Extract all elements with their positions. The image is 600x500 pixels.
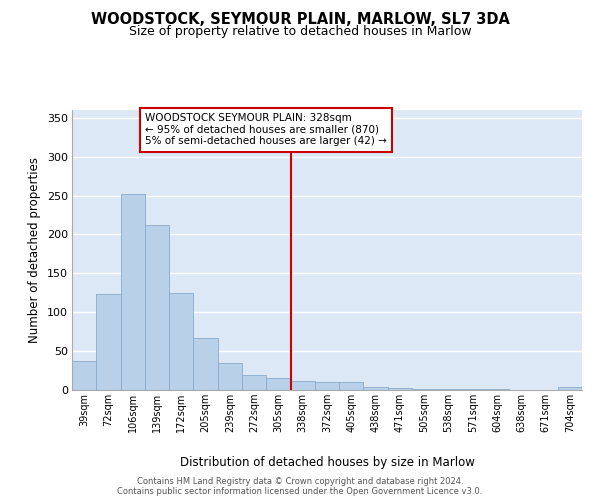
Bar (290, 382, 315, 390)
Text: WOODSTOCK, SEYMOUR PLAIN, MARLOW, SL7 3DA: WOODSTOCK, SEYMOUR PLAIN, MARLOW, SL7 3D… (91, 12, 509, 28)
Bar (218, 363, 242, 390)
Bar (461, 389, 485, 390)
Bar (436, 389, 461, 390)
Bar (266, 378, 290, 390)
Bar (364, 387, 388, 390)
Bar (315, 382, 339, 390)
Text: Distribution of detached houses by size in Marlow: Distribution of detached houses by size … (179, 456, 475, 469)
Bar (145, 225, 169, 390)
Y-axis label: Number of detached properties: Number of detached properties (28, 157, 41, 343)
Bar (242, 375, 266, 390)
Text: Contains HM Land Registry data © Crown copyright and database right 2024.
Contai: Contains HM Land Registry data © Crown c… (118, 476, 482, 496)
Bar (96, 294, 121, 390)
Bar (72, 361, 96, 390)
Bar (388, 388, 412, 390)
Bar (558, 387, 582, 390)
Bar (121, 194, 145, 390)
Bar (412, 389, 436, 390)
Bar (169, 293, 193, 390)
Bar (339, 382, 364, 390)
Text: Size of property relative to detached houses in Marlow: Size of property relative to detached ho… (128, 25, 472, 38)
Text: WOODSTOCK SEYMOUR PLAIN: 328sqm
← 95% of detached houses are smaller (870)
5% of: WOODSTOCK SEYMOUR PLAIN: 328sqm ← 95% of… (145, 113, 387, 146)
Bar (193, 338, 218, 390)
Bar (485, 389, 509, 390)
